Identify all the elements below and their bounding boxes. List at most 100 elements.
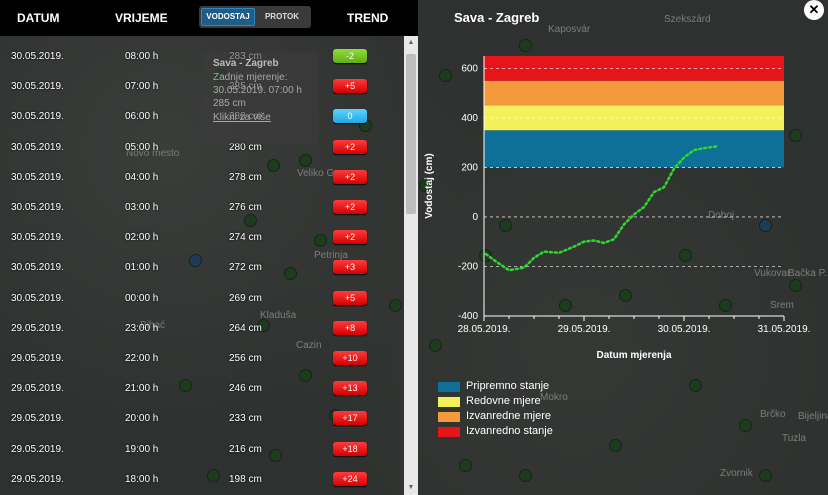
table-row[interactable]: 30.05.2019. 03:00 h 276 cm +2 [0, 193, 404, 223]
table-row[interactable]: 30.05.2019. 00:00 h 269 cm +5 [0, 284, 404, 314]
map-place-label: Zvornik [720, 468, 753, 479]
station-marker[interactable] [520, 40, 531, 51]
row-date: 30.05.2019. [11, 232, 64, 244]
trend-badge: +2 [333, 139, 367, 154]
row-time: 08:00 h [125, 51, 159, 62]
trend-badge: +5 [333, 79, 367, 94]
station-marker[interactable] [560, 300, 571, 311]
station-marker[interactable] [690, 380, 701, 391]
map-place-label: Novo mesto [126, 148, 180, 159]
row-date: 30.05.2019. [11, 51, 64, 62]
station-marker[interactable] [208, 470, 219, 481]
station-marker[interactable] [315, 235, 326, 246]
legend-label: Izvanredne mjere [466, 410, 551, 422]
station-marker[interactable] [258, 320, 269, 331]
station-marker[interactable] [500, 220, 511, 231]
row-time: 23:00 h [125, 322, 159, 334]
map-place-label: Tuzla [782, 433, 807, 444]
station-marker[interactable] [245, 215, 256, 226]
trend-badge: +18 [333, 441, 367, 456]
legend-swatch [438, 427, 460, 437]
station-marker[interactable] [300, 155, 311, 166]
station-marker[interactable] [460, 460, 471, 471]
row-level: 274 cm [229, 232, 262, 244]
table-row[interactable]: 30.05.2019.08:00 h283 cm-2 [0, 42, 404, 72]
map-place-label: Cazin [296, 340, 322, 351]
toggle-flow[interactable]: PROTOK [264, 12, 300, 21]
y-tick-label: 0 [472, 212, 478, 223]
map-place-label: Kaposvár [548, 24, 591, 35]
station-marker[interactable] [520, 470, 531, 481]
chart-title: Sava - Zagreb [454, 10, 540, 25]
station-marker[interactable] [270, 450, 281, 461]
measurements-panel: DATUM VRIJEME VODOSTAJ PROTOK TREND 30.0… [0, 0, 418, 495]
band-2 [484, 80, 784, 106]
scroll-thumb[interactable] [406, 54, 416, 214]
row-time: 01:00 h [125, 262, 159, 274]
trend-badge: +13 [333, 381, 367, 396]
trend-badge: +10 [333, 351, 367, 365]
map-place-label: Brčko [760, 409, 786, 420]
table-scrollbar[interactable]: ▲ ▼ [404, 36, 418, 495]
station-marker[interactable] [430, 340, 441, 351]
row-date: 29.05.2019. [11, 353, 64, 364]
table-row[interactable]: 30.05.2019. 05:00 h 280 cm +2 [0, 133, 404, 163]
station-tooltip: Sava - Zagreb Zadnje mjerenje: 30.05.201… [203, 52, 319, 144]
table-row[interactable]: 29.05.2019. 23:00 h 264 cm +8 [0, 314, 404, 344]
map-place-label: Szekszárd [664, 14, 711, 25]
scroll-up-icon[interactable]: ▲ [407, 39, 415, 46]
row-level: 246 cm [229, 383, 262, 395]
row-date: 29.05.2019. [11, 473, 64, 485]
row-date: 29.05.2019. [11, 383, 64, 395]
table-row[interactable]: 29.05.2019. 18:00 h 198 cm +24 [0, 465, 404, 495]
map-place-label: Petrinja [314, 250, 348, 261]
table-row[interactable]: 29.05.2019. 21:00 h 246 cm +13 [0, 374, 404, 404]
table-row[interactable]: 30.05.2019. 04:00 h 278 cm +2 [0, 163, 404, 193]
station-marker[interactable] [440, 70, 451, 81]
table-row[interactable]: 30.05.2019. 01:00 h 272 cm +3 [0, 253, 404, 283]
station-marker[interactable] [268, 160, 279, 171]
legend-swatch [438, 412, 460, 422]
table-row[interactable]: 29.05.2019. 19:00 h 216 cm +18 [0, 435, 404, 465]
row-time: 18:00 h [125, 473, 159, 485]
station-marker[interactable] [180, 380, 191, 391]
station-marker[interactable] [190, 255, 201, 266]
station-marker[interactable] [620, 290, 631, 301]
station-marker[interactable] [790, 280, 801, 291]
row-date: 30.05.2019. [11, 141, 64, 153]
station-marker[interactable] [720, 300, 731, 311]
station-marker[interactable] [740, 420, 751, 431]
y-axis-title: Vodostaj (cm) [424, 153, 435, 218]
scroll-down-icon[interactable]: ▼ [407, 484, 415, 491]
row-time: 20:00 h [125, 413, 159, 425]
station-marker[interactable] [360, 120, 371, 131]
row-time: 02:00 h [125, 232, 159, 244]
station-marker[interactable] [480, 250, 491, 261]
tooltip-link[interactable]: Klikni za više [213, 112, 271, 123]
station-marker[interactable] [680, 250, 691, 261]
x-tick-label: 28.05.2019. [458, 324, 511, 335]
table-row[interactable]: 29.05.2019. 22:00 h 256 cm +10 [0, 344, 404, 374]
row-date: 29.05.2019. [11, 443, 64, 455]
table-row[interactable]: 30.05.2019. 02:00 h 274 cm +2 [0, 223, 404, 253]
trend-badge: -2 [333, 49, 367, 63]
station-marker[interactable] [610, 440, 621, 451]
series-line [484, 145, 719, 272]
station-marker[interactable] [790, 130, 801, 141]
toggle-water-level[interactable]: VODOSTAJ [201, 8, 255, 26]
x-tick-label: 29.05.2019. [558, 324, 611, 335]
station-marker[interactable] [760, 220, 771, 231]
x-axis-title: Datum mjerenja [596, 350, 671, 361]
station-marker[interactable] [390, 300, 401, 311]
station-marker[interactable] [285, 268, 296, 279]
close-icon[interactable]: ✕ [804, 0, 824, 20]
station-marker[interactable] [760, 470, 771, 481]
legend-label: Pripremno stanje [466, 380, 550, 392]
station-marker[interactable] [300, 370, 311, 381]
row-date: 29.05.2019. [11, 413, 64, 425]
table-row[interactable]: 29.05.2019. 20:00 h 233 cm +17 [0, 404, 404, 434]
station-marker[interactable] [420, 180, 431, 191]
row-time: 22:00 h [125, 353, 159, 364]
